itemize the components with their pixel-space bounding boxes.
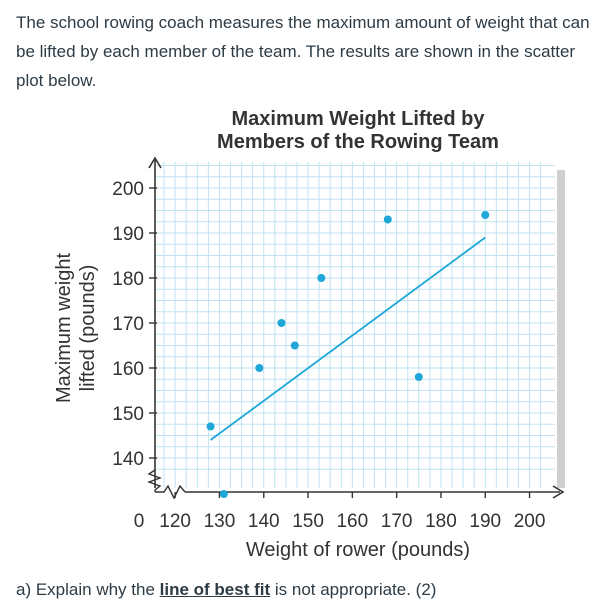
question-prefix: a) Explain why the [16,580,160,599]
grid [155,162,565,488]
x-tick-label: 130 [204,511,236,532]
y-tick-label: 190 [112,224,144,245]
data-point [414,373,423,381]
data-point [481,211,490,219]
x-tick-label: 200 [514,511,546,532]
x-tick-label: 120 [159,511,191,532]
axes [146,156,565,500]
y-axis-label: Maximum weight [53,253,75,403]
x-tick-label: 150 [292,511,324,532]
data-point [219,490,228,498]
x-axis-arrow [552,485,565,499]
y-tick-label: 150 [112,404,144,425]
y-tick-label: 180 [112,269,144,290]
intro-text: The school rowing coach measures the max… [16,13,590,90]
data-point [290,341,299,350]
x-tick-label: 170 [381,511,413,532]
x-tick-label: 140 [248,511,280,532]
x-tick-label: 180 [425,511,457,532]
y-tick-label: 170 [112,314,144,335]
data-point [383,215,392,224]
chart-marks [206,211,490,498]
plot-area [155,162,557,488]
line-of-best-fit-link[interactable]: line of best fit [159,580,271,599]
x-axis-label: Weight of rower (pounds) [246,539,470,561]
x-tick-label: 190 [469,511,501,532]
data-point [255,364,264,372]
chart-title: Maximum Weight Lifted by [232,108,486,130]
question-text: a) Explain why the line of best fit is n… [16,577,436,603]
scatter-chart: 0 120 130 140 150 160 170 180 190 200 140 150 160 170… [53,108,565,561]
y-tick-label: 140 [112,449,144,470]
x-axis-break [155,484,186,500]
y-axis-label: lifted (pounds) [77,265,99,392]
x-tick-label: 0 [134,511,145,532]
data-point [317,274,326,282]
y-axis-break [146,469,163,492]
data-point [277,319,286,327]
chart-labels: 0 120 130 140 150 160 170 180 190 200 140 150 160 170… [53,108,545,561]
y-axis-arrow [148,156,162,169]
chart-title: Members of the Rowing Team [217,131,499,153]
y-tick-label: 200 [112,179,144,200]
x-tick-label: 160 [336,511,368,532]
question-suffix: is not appropriate. (2) [270,580,437,599]
y-tick-label: 160 [112,359,144,380]
line-of-best-fit [210,236,486,441]
plot-shadow [557,170,565,488]
data-point [206,422,215,431]
